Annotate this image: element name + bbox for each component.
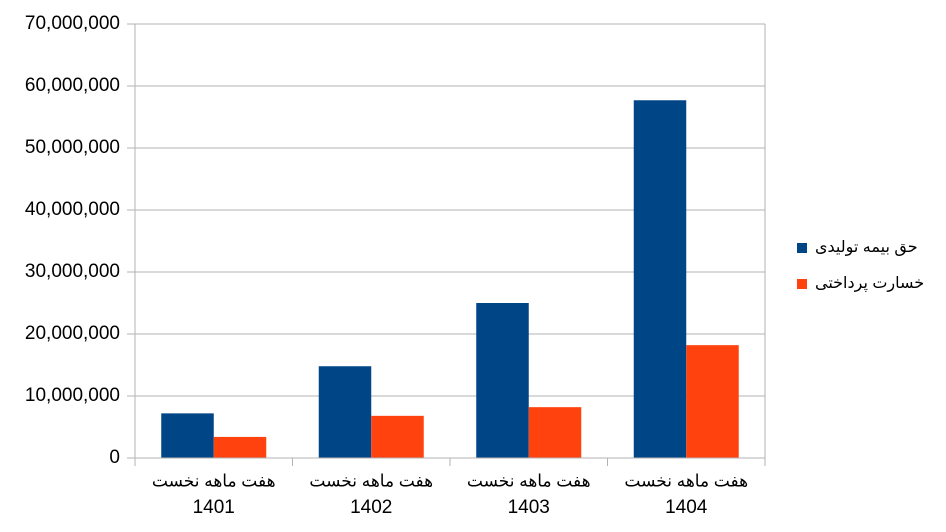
bar: [371, 415, 424, 458]
bar: [633, 100, 687, 458]
bar: [213, 436, 267, 458]
x-tick-label: 1401: [193, 497, 235, 518]
x-tick-label: 1403: [508, 497, 550, 518]
y-tick-label: 40,000,000: [25, 199, 120, 220]
legend-swatch: [797, 243, 807, 253]
bar: [476, 303, 529, 458]
bar: [318, 366, 372, 458]
legend-label: حق بیمه تولیدی: [815, 239, 918, 257]
bar: [686, 345, 739, 458]
x-tick-label-prefix: هفت ماهه نخست: [624, 471, 748, 490]
y-tick-label: 20,000,000: [25, 323, 120, 344]
y-tick-label: 70,000,000: [25, 13, 120, 34]
y-tick-label: 30,000,000: [25, 261, 120, 282]
x-tick-label-prefix: هفت ماهه نخست: [309, 471, 433, 490]
x-tick-label-prefix: هفت ماهه نخست: [467, 471, 591, 490]
bar: [528, 407, 582, 458]
legend-label: خسارت پرداختی: [815, 275, 924, 293]
x-tick-label: 1404: [665, 497, 708, 518]
x-tick-label: 1402: [350, 497, 392, 518]
bar: [161, 413, 214, 458]
x-tick-label-prefix: هفت ماهه نخست: [152, 471, 276, 490]
y-tick-label: 10,000,000: [25, 385, 120, 406]
y-tick-label: 0: [109, 447, 120, 468]
y-tick-label: 50,000,000: [25, 137, 120, 158]
y-tick-label: 60,000,000: [25, 75, 120, 96]
legend-swatch: [797, 279, 807, 289]
